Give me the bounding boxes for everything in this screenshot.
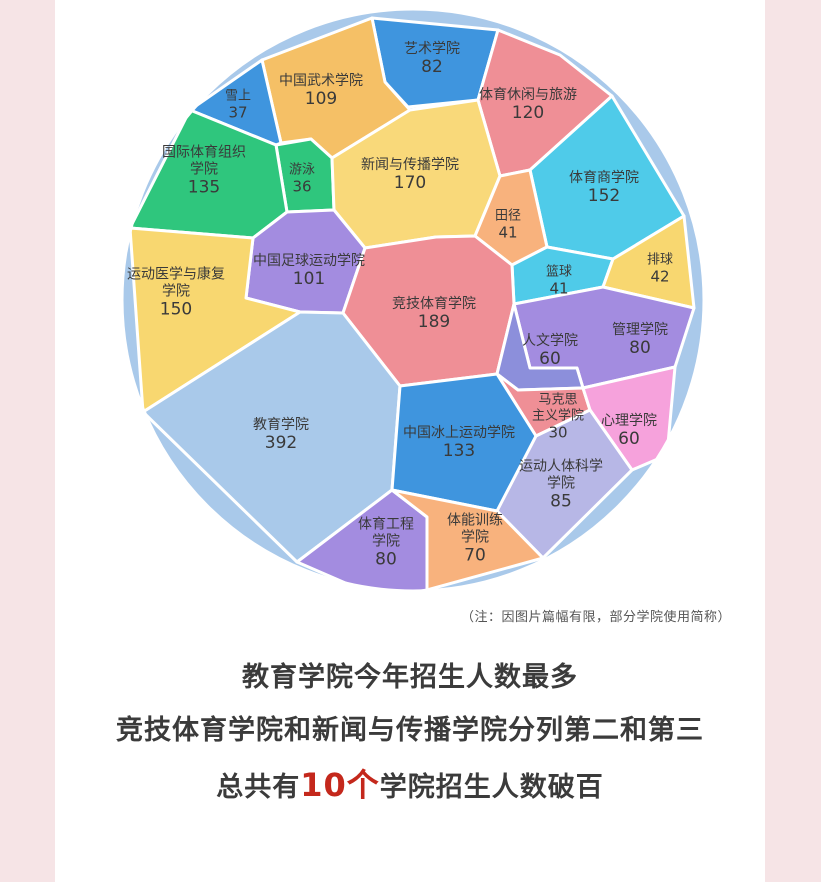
summary-line-3-pre: 总共有 (216, 772, 301, 803)
summary-line-1: 教育学院今年招生人数最多 (242, 662, 578, 693)
cell-label: 管理学院 (612, 322, 668, 338)
cell-label: 体能训练 (447, 513, 503, 529)
summary-highlight-count: 10个 (300, 766, 380, 804)
cell-label: 学院 (190, 162, 218, 178)
cell-value: 36 (292, 178, 311, 196)
cell-value: 80 (375, 550, 397, 570)
cell-value: 101 (293, 269, 325, 289)
cell-label: 学院 (461, 530, 489, 546)
cell-label: 人文学院 (522, 333, 578, 349)
voronoi-cell (390, 488, 545, 591)
cell-label: 新闻与传播学院 (361, 157, 459, 173)
cell-label: 田径 (495, 209, 521, 224)
cell-label: 雪上 (225, 89, 251, 104)
cell-value: 109 (305, 89, 337, 109)
voronoi-cells (122, 9, 704, 591)
cell-label: 竞技体育学院 (392, 295, 476, 312)
cell-label: 马克思 (538, 393, 577, 408)
cell-value: 41 (498, 224, 517, 242)
cell-label: 篮球 (546, 265, 572, 280)
cell-value: 133 (443, 441, 475, 461)
cell-value: 30 (548, 424, 567, 442)
cell-value: 392 (265, 433, 297, 453)
cell-label: 心理学院 (601, 413, 657, 429)
voronoi-cell (581, 365, 677, 472)
cell-value: 41 (549, 280, 568, 298)
cell-value: 189 (418, 312, 450, 332)
cell-value: 37 (228, 104, 247, 122)
summary-line-3-post: 学院招生人数破百 (379, 772, 604, 803)
cell-value: 82 (421, 57, 443, 77)
cell-label: 体育工程 (358, 517, 414, 533)
cell-value: 85 (550, 492, 572, 512)
cell-value: 150 (160, 300, 192, 320)
cell-label: 运动人体科学 (519, 459, 603, 475)
cell-label: 中国武术学院 (279, 73, 363, 89)
summary-line-2: 竞技体育学院和新闻与传播学院分列第二和第三 (116, 715, 704, 746)
cell-value: 80 (629, 338, 651, 358)
cell-label: 学院 (547, 476, 575, 492)
cell-value: 60 (618, 429, 640, 449)
cell-value: 152 (588, 186, 620, 206)
cell-value: 120 (512, 103, 544, 123)
cell-value: 70 (464, 546, 486, 566)
cell-value: 42 (650, 268, 669, 286)
cell-label: 中国冰上运动学院 (403, 425, 515, 441)
cell-value: 135 (188, 178, 220, 198)
cell-label: 国际体育组织 (162, 145, 246, 161)
cell-value: 60 (539, 349, 561, 369)
chart-outline (120, 7, 706, 593)
chart-note: （注：因图片篇幅有限，部分学院使用简称） (460, 610, 731, 625)
cell-label: 体育休闲与旅游 (479, 87, 577, 103)
cell-label: 学院 (372, 534, 400, 550)
cell-label: 中国足球运动学院 (253, 253, 365, 269)
cell-label: 艺术学院 (404, 41, 460, 57)
voronoi-cell (495, 408, 634, 560)
cell-label: 运动医学与康复 (127, 266, 225, 283)
summary-line-3: 总共有10个学院招生人数破百 (55, 760, 765, 806)
cell-label: 学院 (162, 284, 190, 300)
voronoi-cell (128, 226, 302, 414)
cell-label: 教育学院 (253, 417, 309, 433)
cell-value: 170 (394, 173, 426, 193)
cell-label: 游泳 (289, 163, 315, 178)
cell-label: 体育商学院 (569, 170, 639, 186)
cell-label: 排球 (647, 253, 673, 268)
cell-label: 主义学院 (532, 408, 584, 424)
